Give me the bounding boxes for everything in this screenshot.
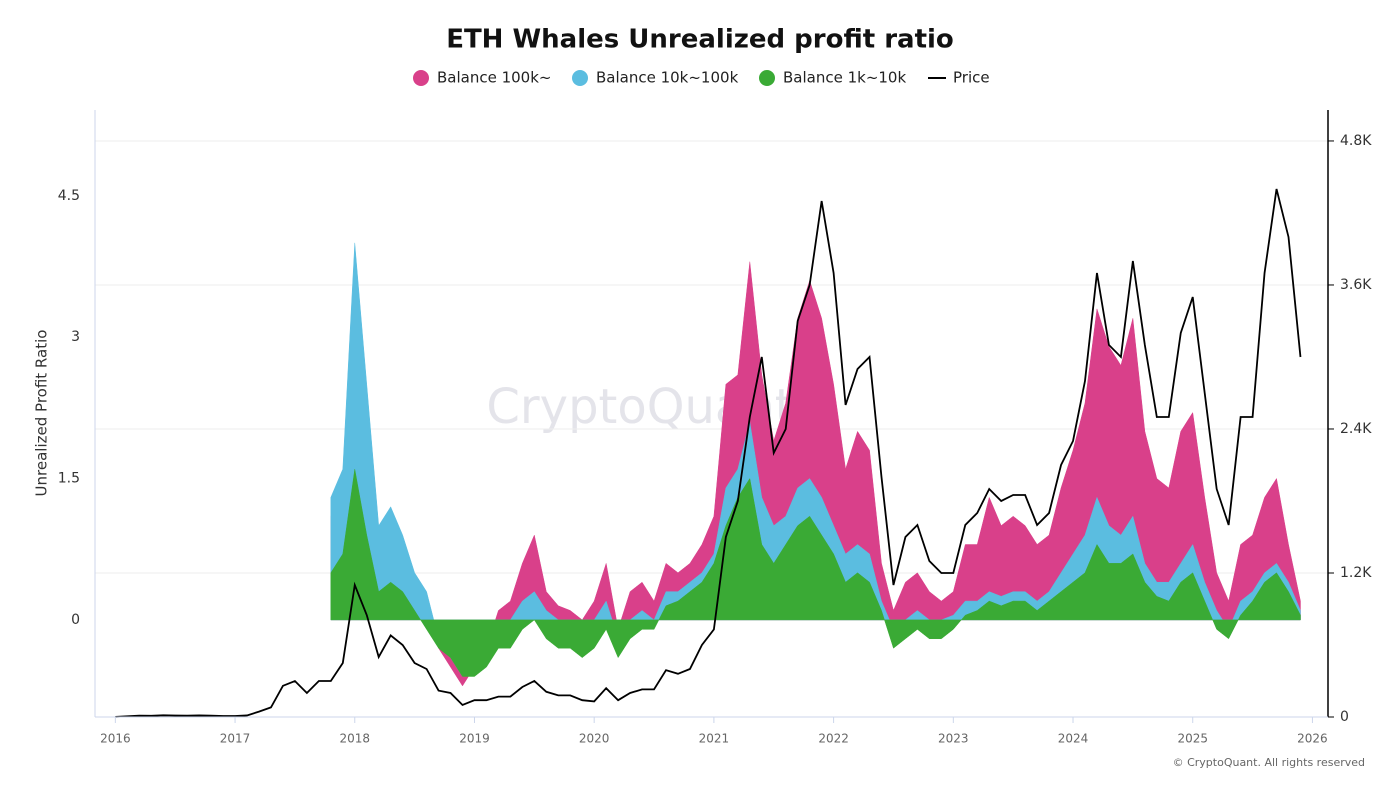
x-tick-label: 2019 — [459, 732, 490, 746]
x-tick-label: 2017 — [220, 732, 251, 746]
y2-tick-label: 0 — [1340, 709, 1349, 725]
y-axis-label: Unrealized Profit Ratio — [33, 330, 51, 497]
x-tick-label: 2023 — [938, 732, 969, 746]
x-tick-label: 2021 — [699, 732, 730, 746]
legend: Balance 100k~ Balance 10k~100k Balance 1k~… — [413, 69, 990, 87]
legend-symbol — [759, 70, 775, 86]
copyright: © CryptoQuant. All rights reserved — [1173, 756, 1365, 769]
legend-label: Balance 10k~100k — [596, 69, 739, 87]
y2-tick-label: 2.4K — [1340, 421, 1372, 437]
axes: 0 1.5 3 4.5 0 1.2K 2.4K 3.6K 4.8K 2016 2017 2018 201… — [58, 110, 1372, 746]
y-tick-label: 3 — [71, 329, 80, 345]
x-tick-label: 2020 — [579, 732, 610, 746]
y-tick-label: 0 — [71, 612, 80, 628]
legend-symbol — [413, 70, 429, 86]
chart-title: ETH Whales Unrealized profit ratio — [446, 25, 954, 55]
area — [330, 469, 1301, 677]
legend-label: Balance 100k~ — [437, 69, 551, 87]
plot — [115, 188, 1302, 718]
x-tick-label: 2018 — [339, 732, 370, 746]
legend-symbol — [572, 70, 588, 86]
legend-label: Balance 1k~10k — [783, 69, 906, 87]
x-tick-label: 2016 — [100, 732, 131, 746]
y-tick-label: 1.5 — [58, 471, 80, 487]
y2-tick-label: 4.8K — [1340, 133, 1372, 149]
y2-tick-label: 1.2K — [1340, 565, 1372, 581]
x-tick-label: 2025 — [1177, 732, 1208, 746]
x-tick-label: 2022 — [818, 732, 849, 746]
y2-tick-label: 3.6K — [1340, 277, 1372, 293]
y-tick-label: 4.5 — [58, 188, 80, 204]
x-tick-label: 2026 — [1297, 732, 1328, 746]
price-line — [115, 188, 1302, 718]
legend-label: Price — [953, 69, 990, 87]
x-tick-label: 2024 — [1058, 732, 1089, 746]
